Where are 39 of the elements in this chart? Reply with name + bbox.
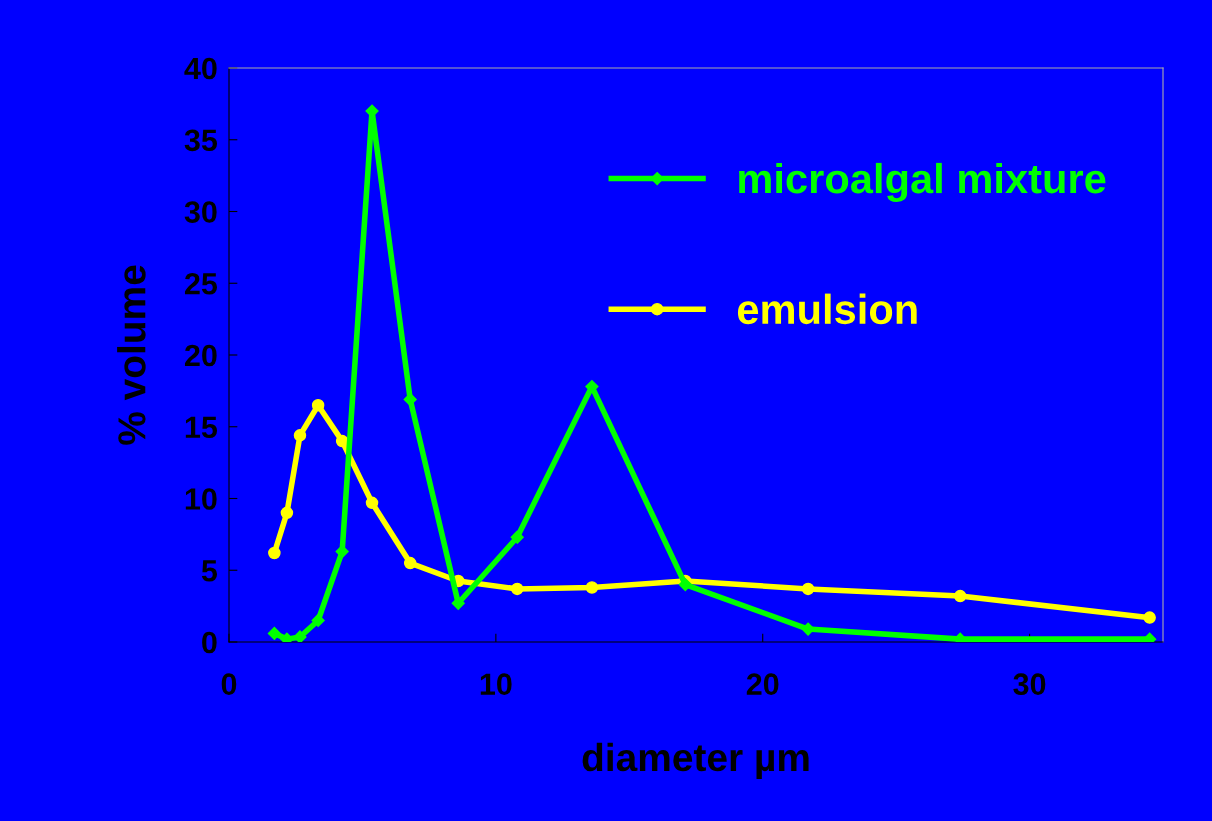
- point: [585, 581, 599, 594]
- y-tick-label: 20: [184, 344, 217, 367]
- point: [678, 578, 692, 592]
- legend-label: emulsion: [737, 293, 917, 325]
- x-tick-label: 0: [221, 673, 237, 695]
- point: [293, 429, 307, 442]
- y-tick-label: 35: [184, 129, 218, 152]
- point: [280, 506, 294, 520]
- point: [311, 398, 325, 412]
- point: [293, 630, 307, 642]
- point: [267, 626, 281, 640]
- x-tick-label: 10: [480, 673, 512, 695]
- point: [1143, 611, 1156, 624]
- point: [953, 589, 967, 603]
- y-axis-title: % volume: [117, 265, 146, 445]
- point: [365, 496, 379, 510]
- x-tick-label: 30: [1013, 673, 1046, 696]
- point: [585, 379, 599, 394]
- point: [335, 545, 349, 559]
- y-tick-label: 0: [202, 631, 217, 654]
- y-tick-label: 10: [185, 488, 217, 510]
- x-tick-label: 20: [746, 673, 779, 695]
- point: [801, 582, 815, 596]
- point: [403, 392, 417, 407]
- point: [451, 596, 465, 610]
- y-tick-label: 40: [184, 57, 217, 80]
- point: [510, 530, 524, 544]
- legend-label: microalgal mixture: [739, 162, 1106, 202]
- point: [510, 582, 524, 596]
- y-tick-label: 15: [185, 416, 218, 439]
- y-tick-label: 30: [184, 201, 217, 223]
- point: [268, 546, 281, 560]
- y-tick-label: 25: [184, 272, 218, 295]
- y-tick-label: 5: [201, 560, 218, 582]
- x-axis-title: diameter µm: [582, 742, 809, 779]
- point: [403, 556, 417, 570]
- point: [801, 622, 815, 636]
- point: [335, 434, 349, 448]
- point: [311, 613, 325, 628]
